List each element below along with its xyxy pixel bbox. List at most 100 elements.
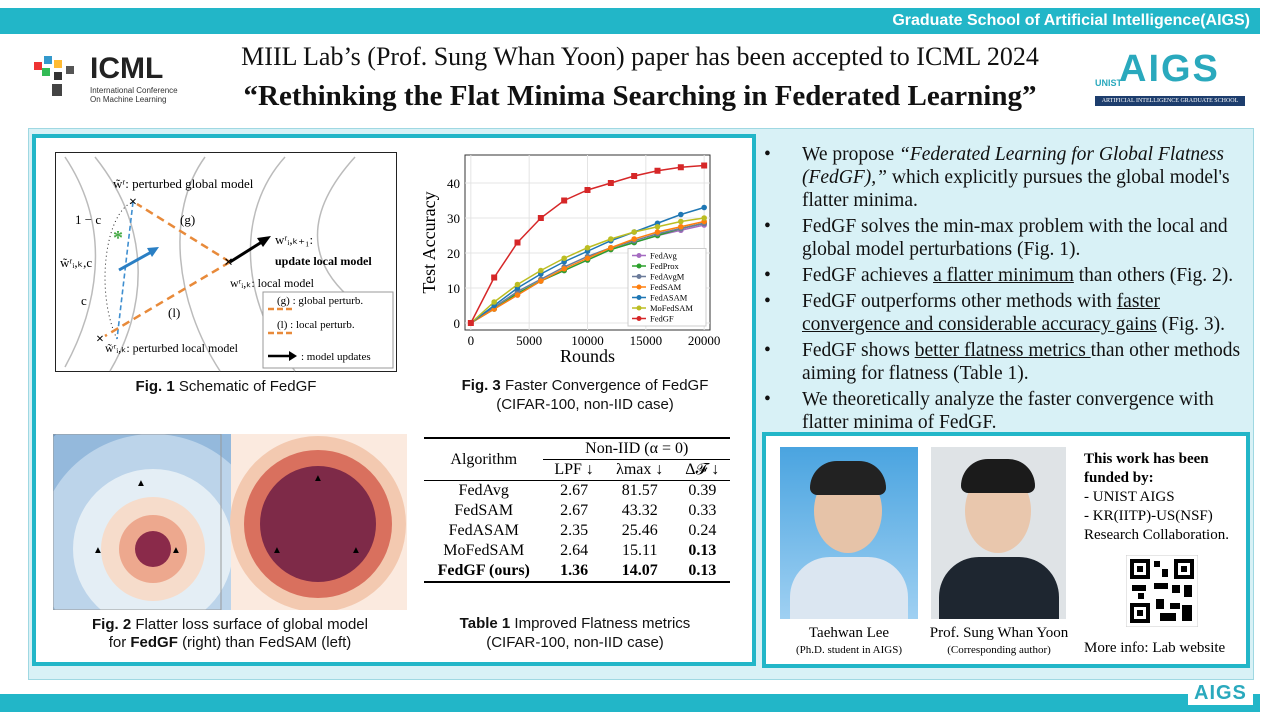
legend-label: FedAvgM — [650, 272, 685, 282]
svg-text:×: × — [96, 332, 104, 347]
fig3-caption: Fig. 3 Faster Convergence of FedGF (CIFA… — [430, 376, 740, 414]
row-label: MoFedSAM — [443, 542, 525, 559]
funding-item: - UNIST AIGS — [1084, 489, 1175, 505]
fig1-label: (l) — [168, 305, 180, 320]
col-header: Δ𝓕 ↓ — [674, 459, 730, 481]
photo — [931, 447, 1066, 619]
svg-text:▲: ▲ — [351, 545, 361, 556]
aigs-sub: ARTIFICIAL INTELLIGENCE GRADUATE SCHOOL — [1095, 96, 1245, 106]
table-row: FedAvg 2.67 81.57 0.39 — [424, 481, 730, 502]
caption-text: (right) than FedSAM (left) — [182, 634, 352, 651]
cell: 2.64 — [560, 542, 589, 559]
point — [561, 265, 567, 272]
fig2-contours: ▲ ▲ ▲ ▲ ▲ ▲ — [53, 434, 407, 610]
point — [678, 218, 684, 225]
caption-text: Flatter loss surface of global model — [135, 616, 368, 633]
table-row: MoFedSAM 2.64 15.11 0.13 — [424, 541, 730, 561]
point — [561, 255, 567, 262]
y-tick-label: 10 — [447, 281, 460, 296]
fig1-label: wʳᵢ,ₖ: local model — [230, 276, 315, 290]
caption-bold: FedGF — [130, 634, 178, 651]
svg-text:▲: ▲ — [93, 545, 103, 556]
bottom-bar — [0, 694, 1260, 712]
point — [701, 215, 707, 221]
caption-text: Improved Flatness metrics — [514, 615, 691, 632]
fig1-caption: Fig. 1 Schematic of FedGF — [55, 378, 397, 395]
qr-code[interactable] — [1126, 555, 1198, 627]
x-axis-label: Rounds — [560, 346, 615, 366]
point — [467, 320, 474, 326]
aigs-logo: AIGS UNIST ARTIFICIAL INTELLIGENCE GRADU… — [1095, 48, 1245, 110]
point — [654, 223, 661, 230]
svg-text:*: * — [113, 227, 123, 249]
table-caption: Table 1 Improved Flatness metrics (CIFAR… — [420, 614, 730, 652]
legend-swatch — [636, 253, 642, 258]
text: We propose — [802, 144, 899, 165]
point — [584, 244, 591, 251]
fig1-legend: : model updates — [301, 351, 371, 363]
caption-text: (CIFAR-100, non-IID case) — [496, 396, 674, 413]
funding-title: This work has been funded by: — [1084, 451, 1209, 486]
caption-text: Schematic of FedGF — [178, 378, 317, 395]
fig1-diagram: * × × × w̃ʳ: perturbed global model wʳᵢ,… — [55, 152, 397, 372]
table-row: FedASAM 2.35 25.46 0.24 — [424, 521, 730, 541]
fig2-caption: Fig. 2 Flatter loss surface of global mo… — [48, 616, 412, 652]
point — [514, 292, 521, 298]
point — [584, 255, 591, 262]
svg-text:▲: ▲ — [272, 545, 282, 556]
cell: 0.33 — [688, 502, 717, 519]
text: (Fig. 3). — [1156, 314, 1226, 335]
point — [631, 229, 637, 235]
point — [608, 244, 614, 251]
caption-label: Fig. 1 — [135, 378, 175, 395]
flatness-table: Algorithm Non-IID (α = 0) LPF ↓ λmax ↓ Δ… — [424, 437, 730, 583]
point — [631, 173, 638, 179]
aigs-unist: UNIST — [1095, 78, 1122, 88]
point — [654, 167, 661, 174]
legend-label: FedASAM — [650, 293, 688, 303]
icml-logo: ICML International Conference On Machine… — [30, 52, 190, 107]
caption-text: Faster Convergence of FedGF — [504, 377, 709, 394]
svg-text:▲: ▲ — [136, 478, 146, 489]
group-header: Non-IID (α = 0) — [543, 438, 730, 460]
point — [538, 278, 544, 284]
point — [631, 236, 637, 242]
fig1-label: w̃ʳ: perturbed global model — [113, 176, 254, 191]
caption-label: Fig. 2 — [92, 616, 132, 633]
point — [561, 197, 568, 204]
text: than others (Fig. 2). — [1073, 265, 1234, 286]
fig1-label: w̃ʳᵢ,ₖ: perturbed local model — [105, 341, 239, 355]
legend-swatch — [636, 295, 642, 300]
row-label: FedSAM — [454, 502, 514, 519]
fig1-label: (g) — [180, 212, 195, 227]
bullet: We propose “Federated Learning for Globa… — [762, 143, 1246, 212]
text: FedGF achieves — [802, 265, 934, 286]
underline: a flatter minimum — [933, 265, 1074, 286]
cell: 81.57 — [621, 482, 658, 499]
bullet: FedGF achieves a flatter minimum than ot… — [762, 264, 1246, 287]
legend-label: MoFedSAM — [650, 303, 693, 313]
person-role: (Ph.D. student in AIGS) — [795, 644, 903, 656]
fig1-label: wʳᵢ,ₖ₊₁: — [275, 232, 313, 247]
cell: 2.67 — [560, 482, 589, 499]
icml-sub: On Machine Learning — [90, 95, 167, 104]
point — [491, 274, 498, 281]
table-row: FedSAM 2.67 43.32 0.33 — [424, 501, 730, 521]
more-info[interactable]: More info: Lab website — [1084, 640, 1226, 656]
funding: This work has been funded by: - UNIST AI… — [1084, 450, 1246, 545]
x-tick-label: 20000 — [688, 333, 721, 348]
legend-swatch — [636, 263, 642, 269]
bullet-list: We propose “Federated Learning for Globa… — [762, 143, 1246, 437]
icml-sub: International Conference — [90, 86, 178, 95]
col-header: LPF ↓ — [543, 459, 605, 481]
x-tick-label: 5000 — [516, 333, 542, 348]
funding-item: - KR(IITP)-US(NSF) — [1084, 508, 1213, 524]
point — [607, 180, 614, 186]
text: FedGF outperforms other methods with — [802, 291, 1117, 312]
cell: 0.13 — [688, 562, 717, 579]
legend-swatch — [636, 305, 642, 311]
legend-label: FedProx — [650, 261, 680, 271]
legend-label: FedGF — [650, 314, 674, 324]
x-tick-label: 15000 — [630, 333, 663, 348]
person-name: Prof. Sung Whan Yoon — [929, 625, 1069, 641]
